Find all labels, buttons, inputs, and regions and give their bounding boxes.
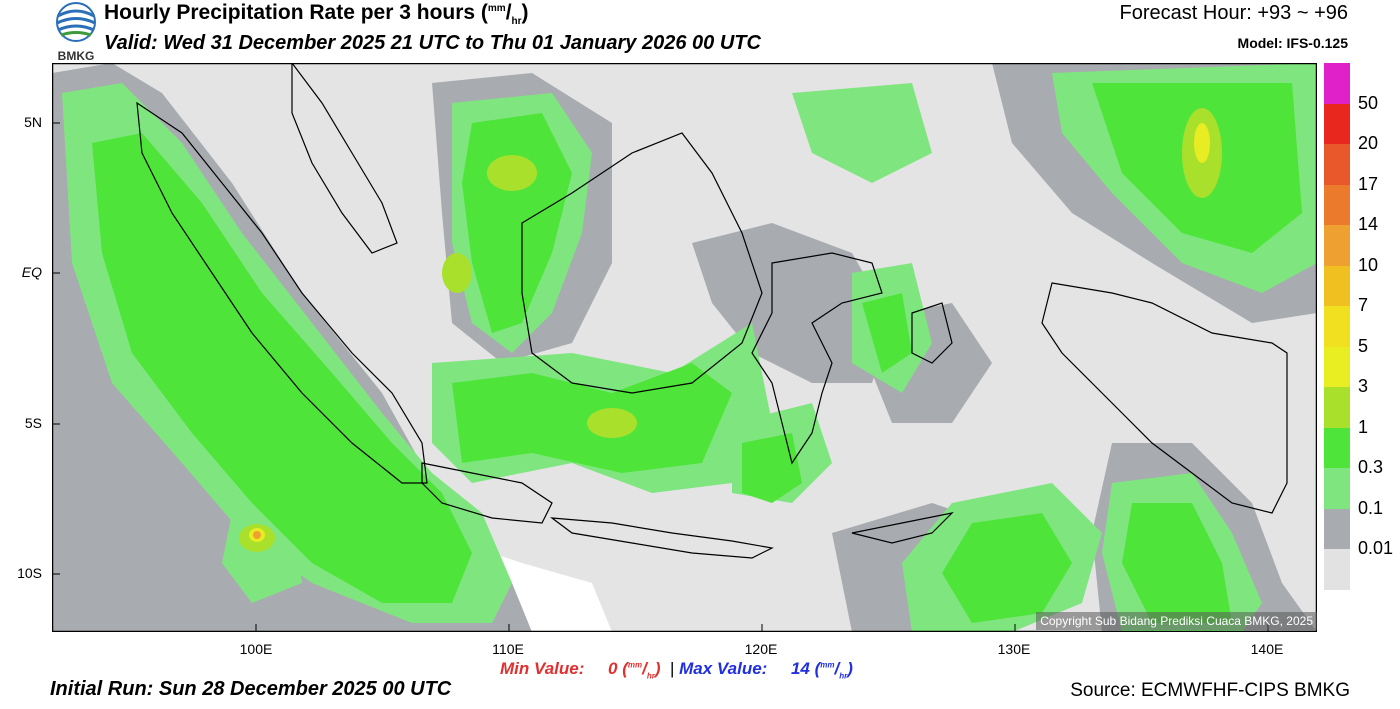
colorbar-segment	[1324, 225, 1350, 266]
colorbar-label: 17	[1358, 173, 1379, 194]
copyright-notice: Copyright Sub Bidang Prediksi Cuaca BMKG…	[1036, 612, 1317, 630]
colorbar-segment	[1324, 508, 1350, 550]
title-close: )	[521, 1, 529, 24]
colorbar-label: 10	[1358, 254, 1379, 275]
colorbar-label: 1	[1358, 416, 1369, 437]
y-label-5s: 5S	[24, 415, 42, 431]
y-ticks	[52, 122, 60, 575]
valid-period: Valid: Wed 31 December 2025 21 UTC to Th…	[104, 32, 761, 54]
sulawesi-outline	[751, 252, 883, 465]
title-unit-denominator: hr	[511, 16, 522, 28]
colorbar-segment	[1324, 184, 1350, 226]
colorbar-segment	[1324, 144, 1350, 185]
x-label-110e: 110E	[492, 641, 524, 657]
maluku-outline	[911, 302, 953, 364]
x-label-130e: 130E	[997, 641, 1031, 657]
y-label-5n: 5N	[24, 114, 42, 130]
colorbar-segment	[1324, 306, 1350, 347]
max-value-label: Max Value:	[679, 659, 768, 678]
papua-outline	[1041, 282, 1288, 514]
colorbar-segment	[1324, 63, 1350, 104]
min-value-unit: (mm/hr)	[622, 659, 661, 681]
min-max-values: Min Value: 0 (mm/hr) | Max Value: 14 (mm…	[500, 659, 853, 680]
bmkg-emblem-icon: BMKG	[56, 2, 96, 63]
colorbar-label: 0.3	[1358, 457, 1384, 478]
x-label-100e: 100E	[239, 641, 273, 657]
x-label-140e: 140E	[1250, 641, 1284, 657]
colorbar-segment	[1324, 265, 1350, 307]
colorbar-label: 0.1	[1358, 497, 1384, 518]
rain-max-layer	[253, 531, 261, 539]
colorbar-segment	[1324, 346, 1350, 388]
colorbar-segment	[1324, 549, 1350, 590]
colorbar-segment	[1324, 387, 1350, 428]
java-outline	[421, 462, 553, 524]
land-outlines	[136, 63, 1288, 559]
map-frame	[52, 63, 1317, 632]
forecast-hour: Forecast Hour: +93 ~ +96	[1119, 2, 1348, 24]
initial-run: Initial Run: Sun 28 December 2025 00 UTC	[50, 678, 452, 700]
colorbar-segment	[1324, 468, 1350, 509]
y-label-10s: 10S	[17, 565, 42, 581]
precipitation-map[interactable]	[52, 63, 1317, 632]
model-name: Model: IFS-0.125	[1237, 35, 1348, 51]
colorbar-label: 50	[1358, 92, 1379, 113]
colorbar-segment	[1324, 103, 1350, 145]
min-value-label: Min Value:	[500, 659, 585, 678]
colorbar-label: 3	[1358, 376, 1369, 397]
bmkg-logo: BMKG	[52, 2, 100, 63]
y-label-eq: EQ	[21, 264, 42, 280]
max-value: 14	[790, 659, 810, 678]
colorbar-segment	[1324, 427, 1350, 469]
precip-colorbar	[1324, 63, 1350, 590]
sumatra-outline	[136, 101, 428, 484]
data-source: Source: ECMWFHF-CIPS BMKG	[1070, 680, 1350, 701]
colorbar-label: 0.01	[1358, 538, 1394, 559]
chart-title: Hourly Precipitation Rate per 3 hours (m…	[104, 1, 529, 28]
colorbar-label: 20	[1358, 133, 1379, 154]
min-value: 0	[608, 659, 618, 678]
malay-peninsula-outline	[291, 63, 398, 254]
title-text: Hourly Precipitation Rate per 3 hours (	[104, 1, 488, 24]
lesser-sunda-outline	[549, 517, 774, 559]
separator: |	[669, 659, 675, 678]
x-label-120e: 120E	[744, 641, 778, 657]
title-unit-numerator: mm	[487, 3, 506, 14]
timor-outline	[851, 512, 954, 544]
colorbar-label: 7	[1358, 295, 1369, 316]
colorbar-label: 14	[1358, 214, 1379, 235]
borneo-outline	[521, 132, 763, 394]
colorbar-label: 5	[1358, 335, 1369, 356]
max-value-unit: (mm/hr)	[814, 659, 853, 681]
logo-text: BMKG	[58, 49, 95, 62]
